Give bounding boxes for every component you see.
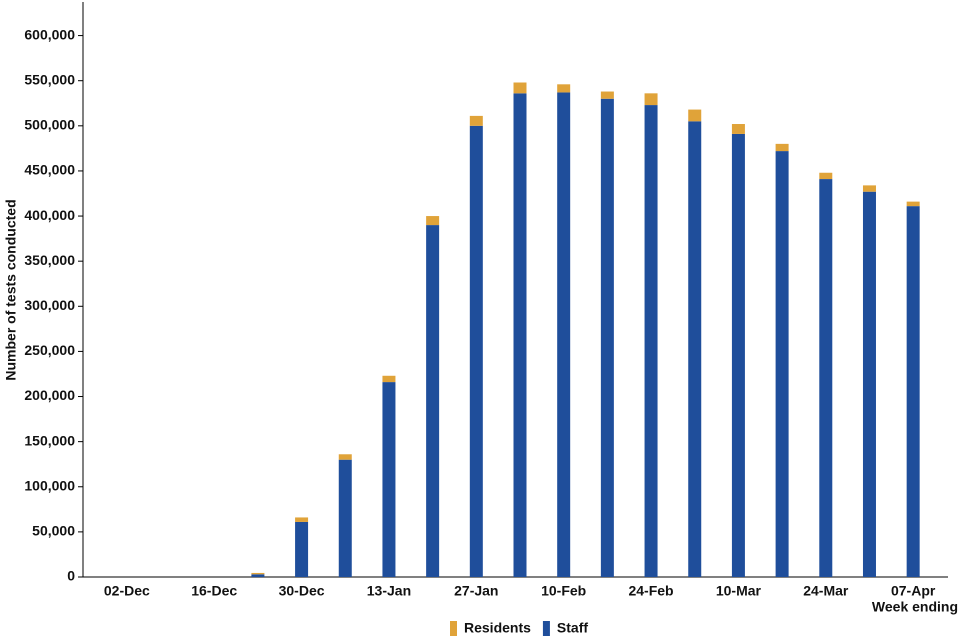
bar-segment (338, 459, 352, 577)
y-tick-label: 500,000 (24, 117, 75, 133)
bar-segment (557, 92, 571, 578)
bar-segment (513, 93, 527, 577)
x-tick-label: 24-Feb (628, 583, 673, 599)
bar-segment (600, 98, 614, 577)
bar-segment (469, 125, 483, 577)
legend-label: Residents (464, 620, 531, 636)
x-tick-label: 07-Apr (891, 583, 936, 599)
y-tick-label: 50,000 (32, 523, 75, 539)
bar-segment (775, 151, 789, 578)
y-tick-label: 200,000 (24, 387, 75, 403)
y-tick-label: 550,000 (24, 71, 75, 87)
y-tick-label: 300,000 (24, 297, 75, 313)
x-tick-label: 10-Feb (541, 583, 586, 599)
bar-segment (426, 216, 440, 226)
y-tick-label: 600,000 (24, 26, 75, 42)
bar-segment (338, 454, 352, 460)
bar-segment (731, 133, 745, 577)
bar-segment (775, 143, 789, 152)
bar-segment (862, 191, 876, 577)
bar-segment (382, 375, 396, 383)
bar-segment (644, 105, 658, 577)
bar-segment (600, 91, 614, 99)
x-tick-label: 30-Dec (279, 583, 325, 599)
legend-label: Staff (557, 620, 588, 636)
x-tick-label: 24-Mar (803, 583, 849, 599)
x-axis-label: Week ending (872, 599, 958, 615)
bar-segment (731, 124, 745, 134)
x-tick-label: 13-Jan (367, 583, 411, 599)
y-tick-label: 250,000 (24, 342, 75, 358)
y-tick-label: 350,000 (24, 252, 75, 268)
bar-segment (644, 93, 658, 106)
x-tick-label: 02-Dec (104, 583, 150, 599)
bar-segment (513, 82, 527, 94)
legend-swatch (450, 621, 457, 636)
bar-segment (426, 225, 440, 577)
bar-segment (819, 179, 833, 577)
bar-segment (295, 517, 309, 522)
bar-segment (295, 521, 309, 577)
y-tick-label: 150,000 (24, 432, 75, 448)
y-tick-label: 100,000 (24, 477, 75, 493)
bar-segment (906, 206, 920, 577)
bar-segment (819, 172, 833, 180)
legend-swatch (542, 621, 550, 636)
y-tick-label: 400,000 (24, 207, 75, 223)
x-tick-label: 27-Jan (454, 583, 498, 599)
bar-segment (688, 121, 702, 578)
x-tick-label: 16-Dec (191, 583, 237, 599)
y-tick-label: 0 (67, 568, 75, 584)
bar-segment (469, 115, 483, 126)
bar-segment (251, 574, 265, 577)
bar-segment (251, 572, 265, 575)
y-axis-label: Number of tests conducted (3, 199, 19, 380)
x-tick-label: 10-Mar (716, 583, 762, 599)
y-tick-label: 450,000 (24, 162, 75, 178)
bar-segment (906, 201, 920, 207)
bar-segment (688, 109, 702, 122)
bar-segment (862, 185, 876, 192)
bar-segment (557, 84, 571, 93)
bar-segment (382, 382, 396, 577)
